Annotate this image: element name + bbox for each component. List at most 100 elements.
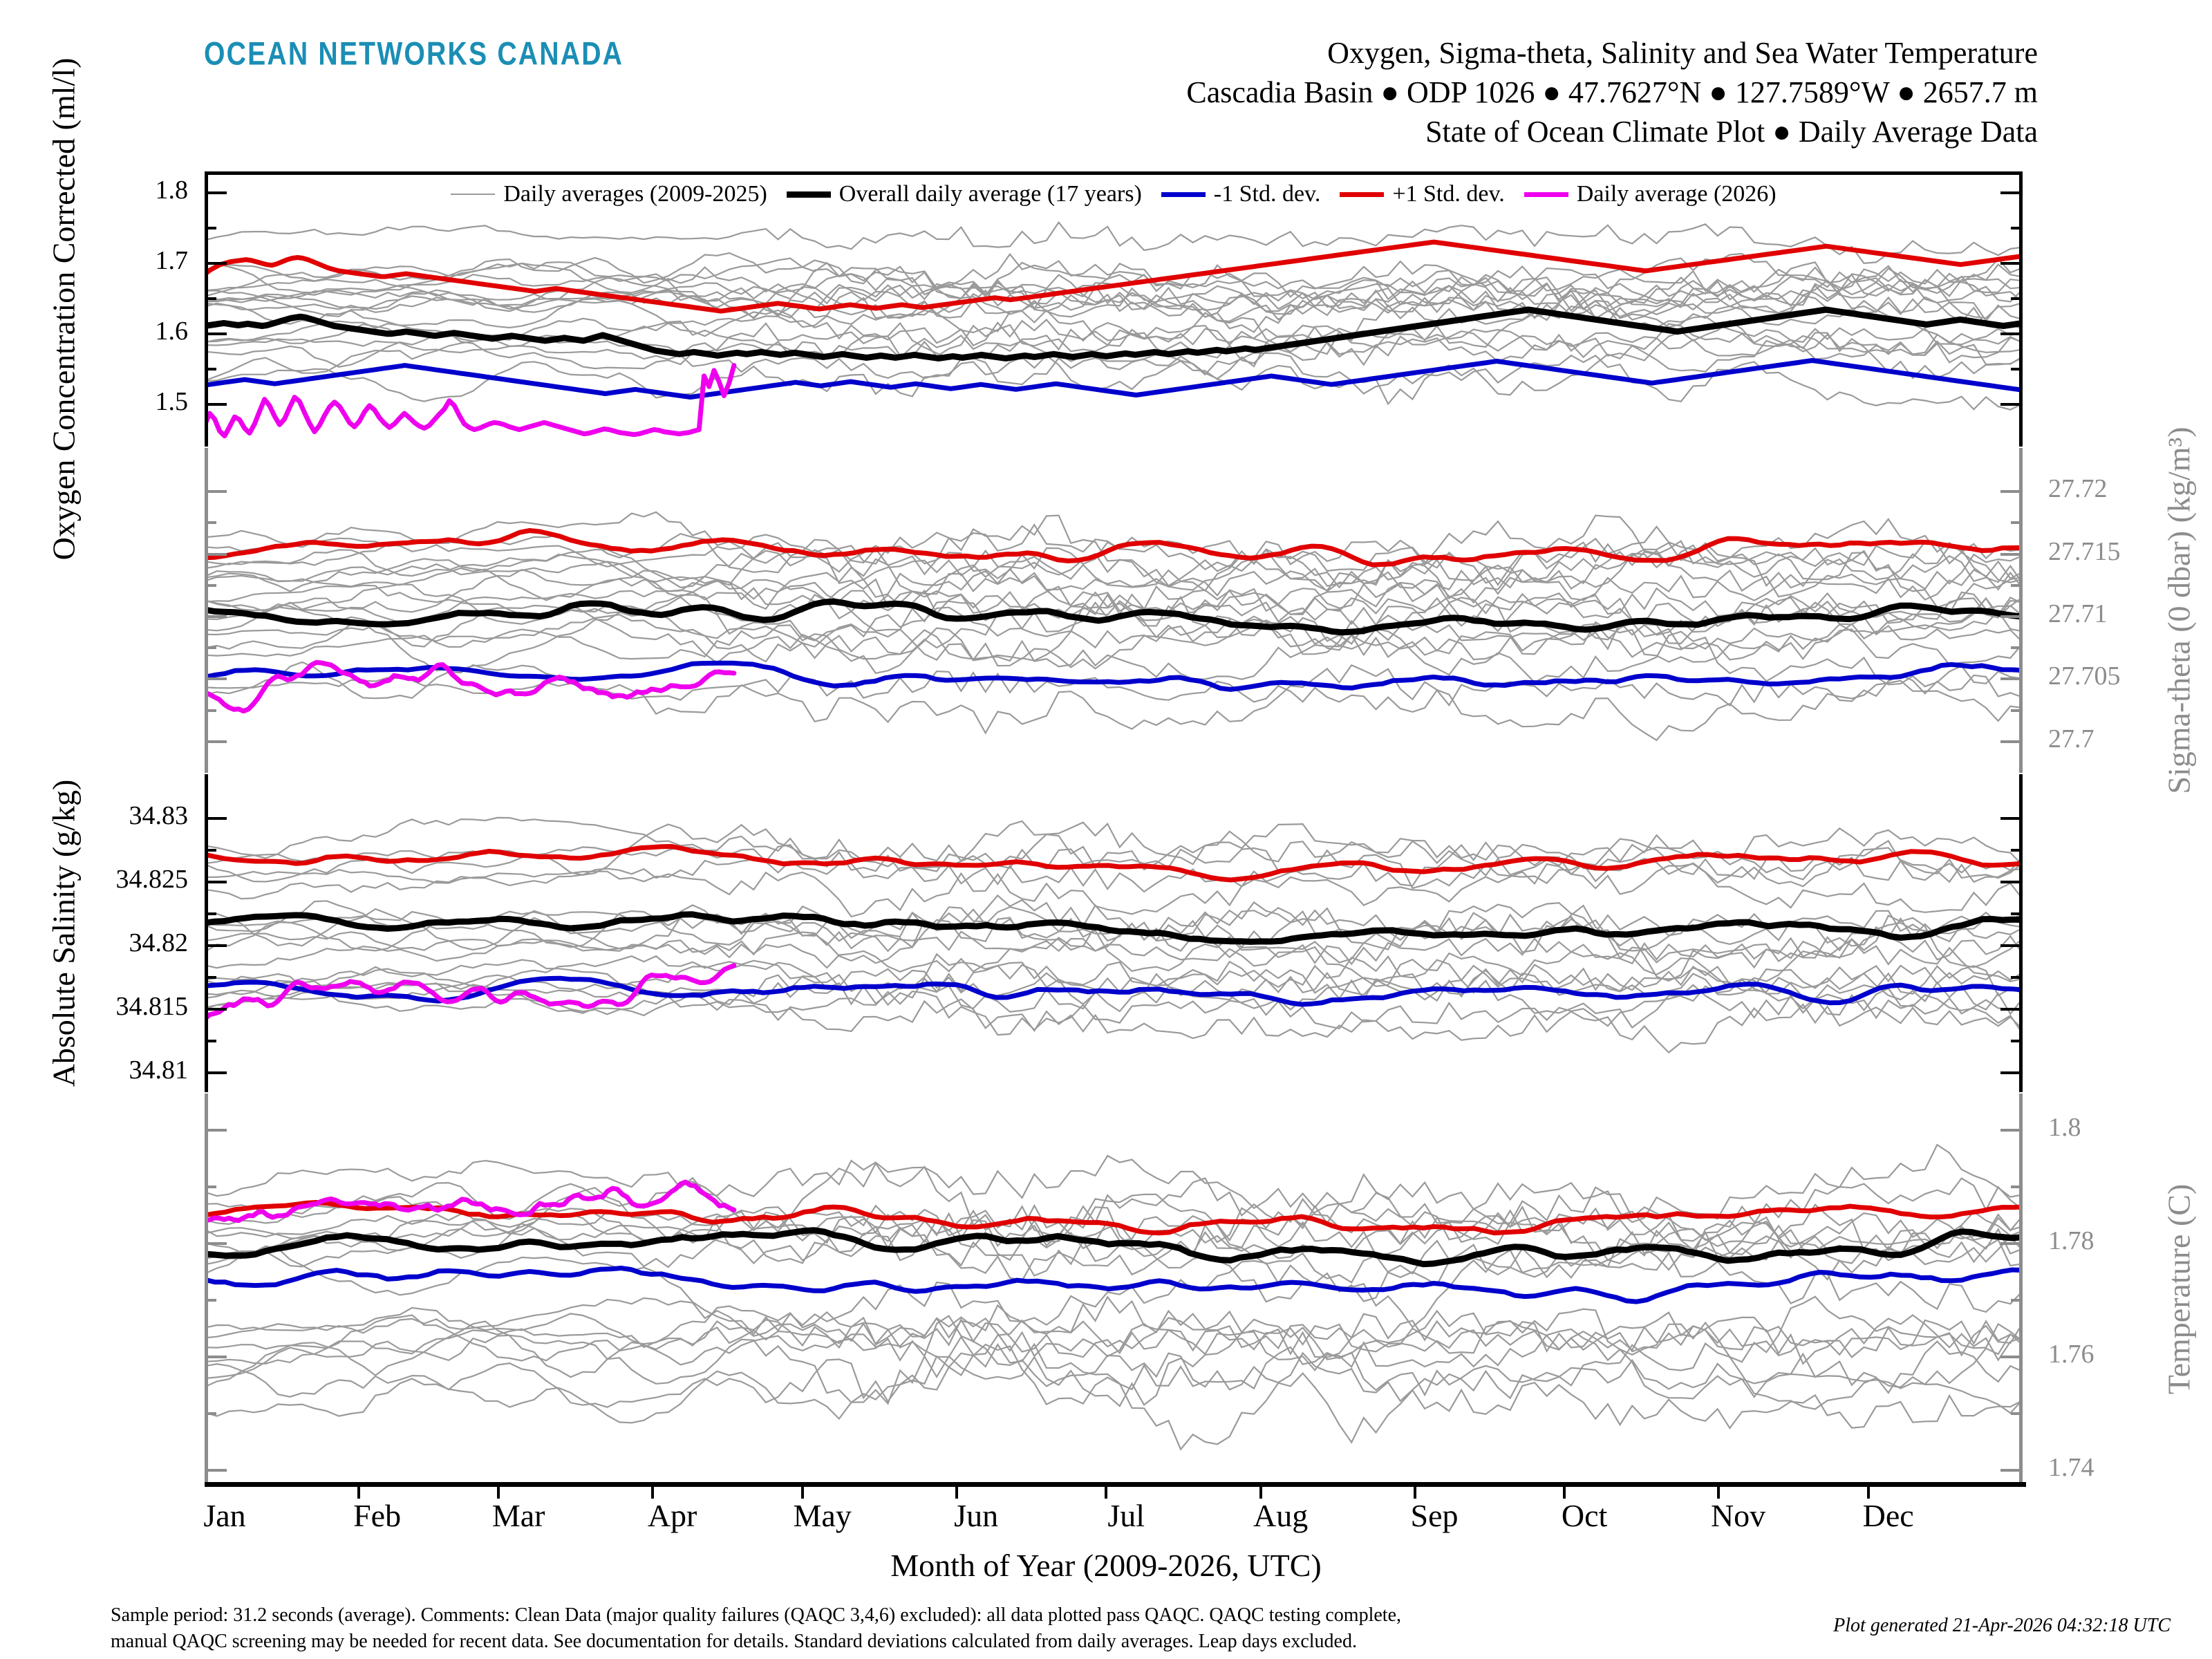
axis-tick-major bbox=[205, 1356, 227, 1359]
axis-tick-label: 34.81 bbox=[129, 1056, 189, 1085]
axis-tick-major bbox=[2000, 1242, 2023, 1246]
daily-average-trace bbox=[205, 849, 2023, 893]
axis-spine bbox=[205, 1094, 208, 1485]
legend-line-swatch bbox=[786, 191, 831, 198]
axis-tick-major bbox=[205, 881, 227, 884]
axis-tick-minor bbox=[2011, 521, 2023, 525]
axis-tick-minor bbox=[2011, 646, 2023, 650]
x-axis-month-label: Aug bbox=[1253, 1498, 1309, 1533]
title-line-2: Cascadia Basin ● ODP 1026 ● 47.7627°N ● … bbox=[1186, 75, 2038, 110]
axis-tick-major bbox=[2000, 1071, 2023, 1075]
axis-tick-label: 1.5 bbox=[155, 386, 189, 416]
axis-tick-major bbox=[205, 261, 227, 265]
daily-average-trace bbox=[205, 1295, 2023, 1356]
axis-spine bbox=[2019, 774, 2023, 1092]
axis-tick-major bbox=[2000, 1469, 2023, 1472]
x-axis-tick bbox=[955, 1483, 959, 1499]
daily-average-trace bbox=[205, 585, 2023, 650]
axis-tick-major bbox=[205, 740, 227, 743]
daily-average-trace bbox=[205, 1186, 2023, 1262]
axis-tick-major bbox=[2000, 1008, 2023, 1011]
axis-tick-minor bbox=[2011, 1299, 2023, 1302]
x-axis-tick-labels: Jan Feb Mar Apr May Jun Jul Aug Sep Oct Nov Dec bbox=[203, 1497, 2023, 1539]
legend-line-swatch bbox=[451, 194, 496, 195]
x-axis-tick bbox=[1259, 1483, 1262, 1499]
chart-legend: Daily averages (2009-2025) Overall daily … bbox=[205, 178, 2023, 210]
axis-tick-label: 1.7 bbox=[155, 245, 189, 275]
axis-tick-minor bbox=[205, 1299, 216, 1302]
x-axis-month-label: Dec bbox=[1862, 1498, 1914, 1533]
daily-average-2026-line bbox=[205, 659, 737, 714]
x-axis-month-label: Jun bbox=[954, 1498, 999, 1533]
daily-average-trace bbox=[205, 670, 2023, 713]
legend-item: +1 Std. dev. bbox=[1340, 181, 1505, 207]
axis-tick-minor bbox=[2011, 226, 2023, 229]
axis-tick-major bbox=[2000, 402, 2023, 406]
axis-tick-major bbox=[205, 944, 227, 948]
x-axis-month-label: Sep bbox=[1410, 1498, 1459, 1533]
axis-tick-label: 1.6 bbox=[155, 316, 189, 346]
x-axis-month-label: Nov bbox=[1710, 1498, 1766, 1533]
daily-average-trace bbox=[205, 581, 2023, 627]
legend-line-swatch bbox=[1161, 191, 1206, 197]
legend-line-swatch bbox=[1524, 191, 1568, 197]
axis-tick-label: 27.705 bbox=[2048, 662, 2121, 691]
daily-average-trace bbox=[205, 514, 2023, 591]
ocean-networks-canada-logo: OCEAN NETWORKS CANADA bbox=[204, 36, 624, 72]
x-axis-tick bbox=[357, 1483, 361, 1499]
plot-title-block: Oxygen, Sigma-theta, Salinity and Sea Wa… bbox=[1186, 33, 2038, 152]
axis-tick-label: 1.8 bbox=[2048, 1113, 2081, 1143]
y-axis-title-salinity: Absolute Salinity (g/kg) bbox=[46, 779, 82, 1087]
daily-average-trace bbox=[205, 904, 2023, 964]
x-axis-tick bbox=[1866, 1483, 1870, 1499]
x-axis-line bbox=[205, 1482, 2026, 1487]
axis-tick-minor bbox=[205, 521, 216, 525]
y-axis-title-temperature: Temperature (C) bbox=[2161, 1183, 2197, 1395]
axis-tick-major bbox=[205, 402, 227, 406]
x-axis-month-label: Oct bbox=[1561, 1498, 1608, 1533]
minus-one-std-dev-line bbox=[205, 358, 2023, 400]
axis-spine bbox=[205, 774, 208, 1092]
axis-tick-minor bbox=[205, 367, 216, 371]
daily-average-trace bbox=[205, 863, 2023, 918]
daily-average-trace bbox=[205, 272, 2023, 318]
overall-daily-average-line bbox=[205, 1227, 2023, 1268]
axis-tick-major bbox=[205, 615, 227, 619]
axis-tick-minor bbox=[205, 583, 216, 587]
plus-one-std-dev-line bbox=[205, 528, 2023, 568]
daily-average-trace bbox=[205, 279, 2023, 319]
chart-plot-area bbox=[205, 171, 2023, 1485]
legend-label: +1 Std. dev. bbox=[1392, 181, 1505, 207]
axis-tick-major bbox=[205, 552, 227, 556]
axis-tick-label: 1.74 bbox=[2048, 1453, 2094, 1483]
plus-one-std-dev-line bbox=[205, 1200, 2023, 1236]
axis-spine bbox=[2019, 1094, 2023, 1485]
axis-tick-label: 1.76 bbox=[2048, 1340, 2094, 1369]
axis-tick-major bbox=[2000, 740, 2023, 743]
axis-tick-major bbox=[2000, 261, 2023, 265]
axis-tick-major bbox=[205, 677, 227, 681]
axis-tick-major bbox=[205, 490, 227, 494]
axis-tick-label: 27.7 bbox=[2048, 724, 2094, 753]
daily-average-trace bbox=[205, 541, 2023, 609]
axis-tick-minor bbox=[2011, 709, 2023, 712]
overall-daily-average-line bbox=[205, 306, 2023, 362]
overall-daily-average-line bbox=[205, 911, 2023, 945]
daily-average-trace bbox=[205, 607, 2023, 688]
daily-average-trace bbox=[205, 953, 2023, 1006]
daily-average-2026-line bbox=[205, 963, 737, 1022]
daily-average-trace bbox=[205, 1328, 2023, 1407]
axis-tick-minor bbox=[2011, 976, 2023, 980]
daily-average-trace bbox=[205, 1342, 2023, 1451]
daily-average-trace bbox=[205, 1245, 2023, 1335]
daily-average-trace bbox=[205, 1219, 2023, 1286]
x-axis-tick bbox=[1717, 1483, 1721, 1499]
x-axis-tick bbox=[1563, 1483, 1566, 1499]
axis-tick-minor bbox=[205, 226, 216, 229]
legend-item: Daily averages (2009-2025) bbox=[451, 181, 767, 207]
x-axis-title: Month of Year (2009-2026, UTC) bbox=[890, 1548, 1322, 1583]
axis-tick-minor bbox=[2011, 297, 2023, 300]
axis-tick-minor bbox=[205, 849, 216, 852]
axis-tick-major bbox=[2000, 1129, 2023, 1132]
daily-average-trace bbox=[205, 1143, 2023, 1224]
